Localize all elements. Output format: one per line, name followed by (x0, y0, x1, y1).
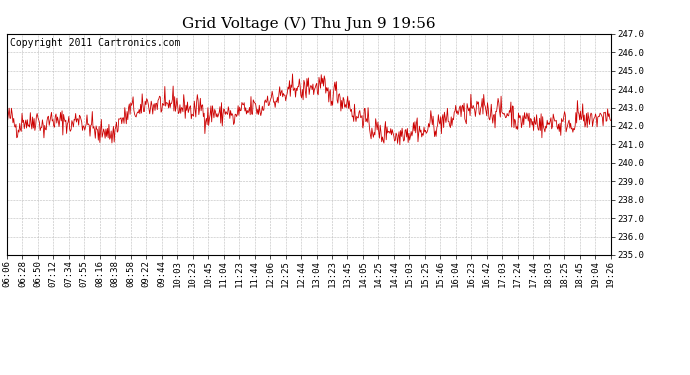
Title: Grid Voltage (V) Thu Jun 9 19:56: Grid Voltage (V) Thu Jun 9 19:56 (182, 17, 435, 31)
Text: Copyright 2011 Cartronics.com: Copyright 2011 Cartronics.com (10, 38, 180, 48)
